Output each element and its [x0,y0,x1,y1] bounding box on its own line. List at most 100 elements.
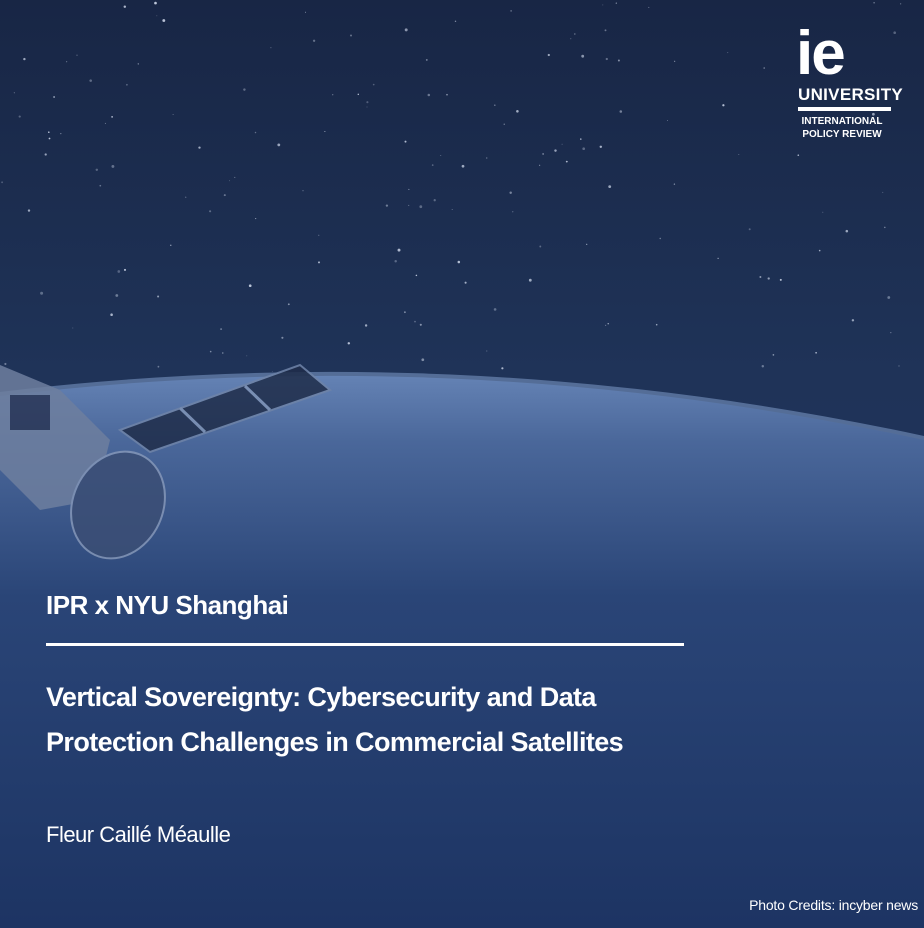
star [582,147,586,151]
star [222,352,224,354]
star [111,164,115,168]
star [516,110,519,113]
star [172,114,174,115]
star [717,257,719,260]
star [366,101,369,104]
star [157,365,160,368]
star [604,324,607,327]
star [822,211,824,213]
star [357,93,360,96]
star [759,276,762,278]
star [748,228,751,231]
star [209,210,212,213]
star [111,116,113,118]
star [277,143,281,147]
star [890,331,892,334]
star [599,145,603,149]
star [170,244,172,246]
star [898,365,900,367]
star [816,128,819,131]
star [234,176,236,178]
star [281,336,284,339]
star [248,284,252,288]
star [580,138,582,140]
star [602,4,604,6]
star [209,350,212,353]
star [270,47,272,49]
star [394,260,397,263]
star [617,59,620,62]
star [317,261,321,264]
star [570,38,572,40]
star [23,57,26,61]
star [486,157,488,159]
logo-mark: ie [796,19,846,88]
star [779,278,782,281]
title-line-1: Vertical Sovereignty: Cybersecurity and … [46,682,596,712]
star [887,296,891,299]
star [419,323,422,326]
star [427,93,431,97]
star [539,164,541,166]
star [738,154,740,155]
earth [0,375,924,928]
star [372,83,375,86]
star [494,104,496,106]
star [229,180,231,182]
star [761,365,765,368]
star [608,185,612,189]
star [220,328,223,331]
star [433,199,436,202]
star [1,181,3,184]
star [893,31,897,35]
star [878,121,880,124]
star [271,371,273,372]
star [198,146,201,149]
series-label: IPR x NYU Shanghai [46,590,289,620]
star [673,183,676,185]
star [528,278,532,282]
star [604,29,607,32]
star [414,320,416,323]
star [440,154,442,156]
title-line-2: Protection Challenges in Commercial Sate… [46,727,624,757]
star [18,115,21,118]
star [607,323,609,325]
star [60,132,62,135]
star [255,218,257,220]
star [156,15,158,17]
star [162,19,166,22]
star [619,110,623,113]
star [486,350,488,352]
star [305,11,306,13]
star [223,194,226,197]
star [66,61,68,63]
star [13,92,15,94]
star [451,208,453,211]
star [99,184,102,187]
star [40,291,44,295]
star [404,28,408,32]
star [254,131,257,134]
star [408,204,410,206]
star [503,123,505,125]
star [815,351,817,354]
star [666,119,668,121]
star [404,140,407,143]
star [421,358,425,362]
star [454,20,457,23]
star [72,327,74,329]
star [126,83,128,86]
star [157,295,160,298]
star [44,153,47,156]
logo-line-2: POLICY REVIEW [802,129,882,140]
star [873,1,875,4]
star [324,131,326,132]
star [767,277,770,280]
logo-line-1: INTERNATIONAL [801,116,883,127]
star [464,281,467,284]
star [415,274,418,277]
star [27,209,31,212]
divider-line [46,643,684,646]
